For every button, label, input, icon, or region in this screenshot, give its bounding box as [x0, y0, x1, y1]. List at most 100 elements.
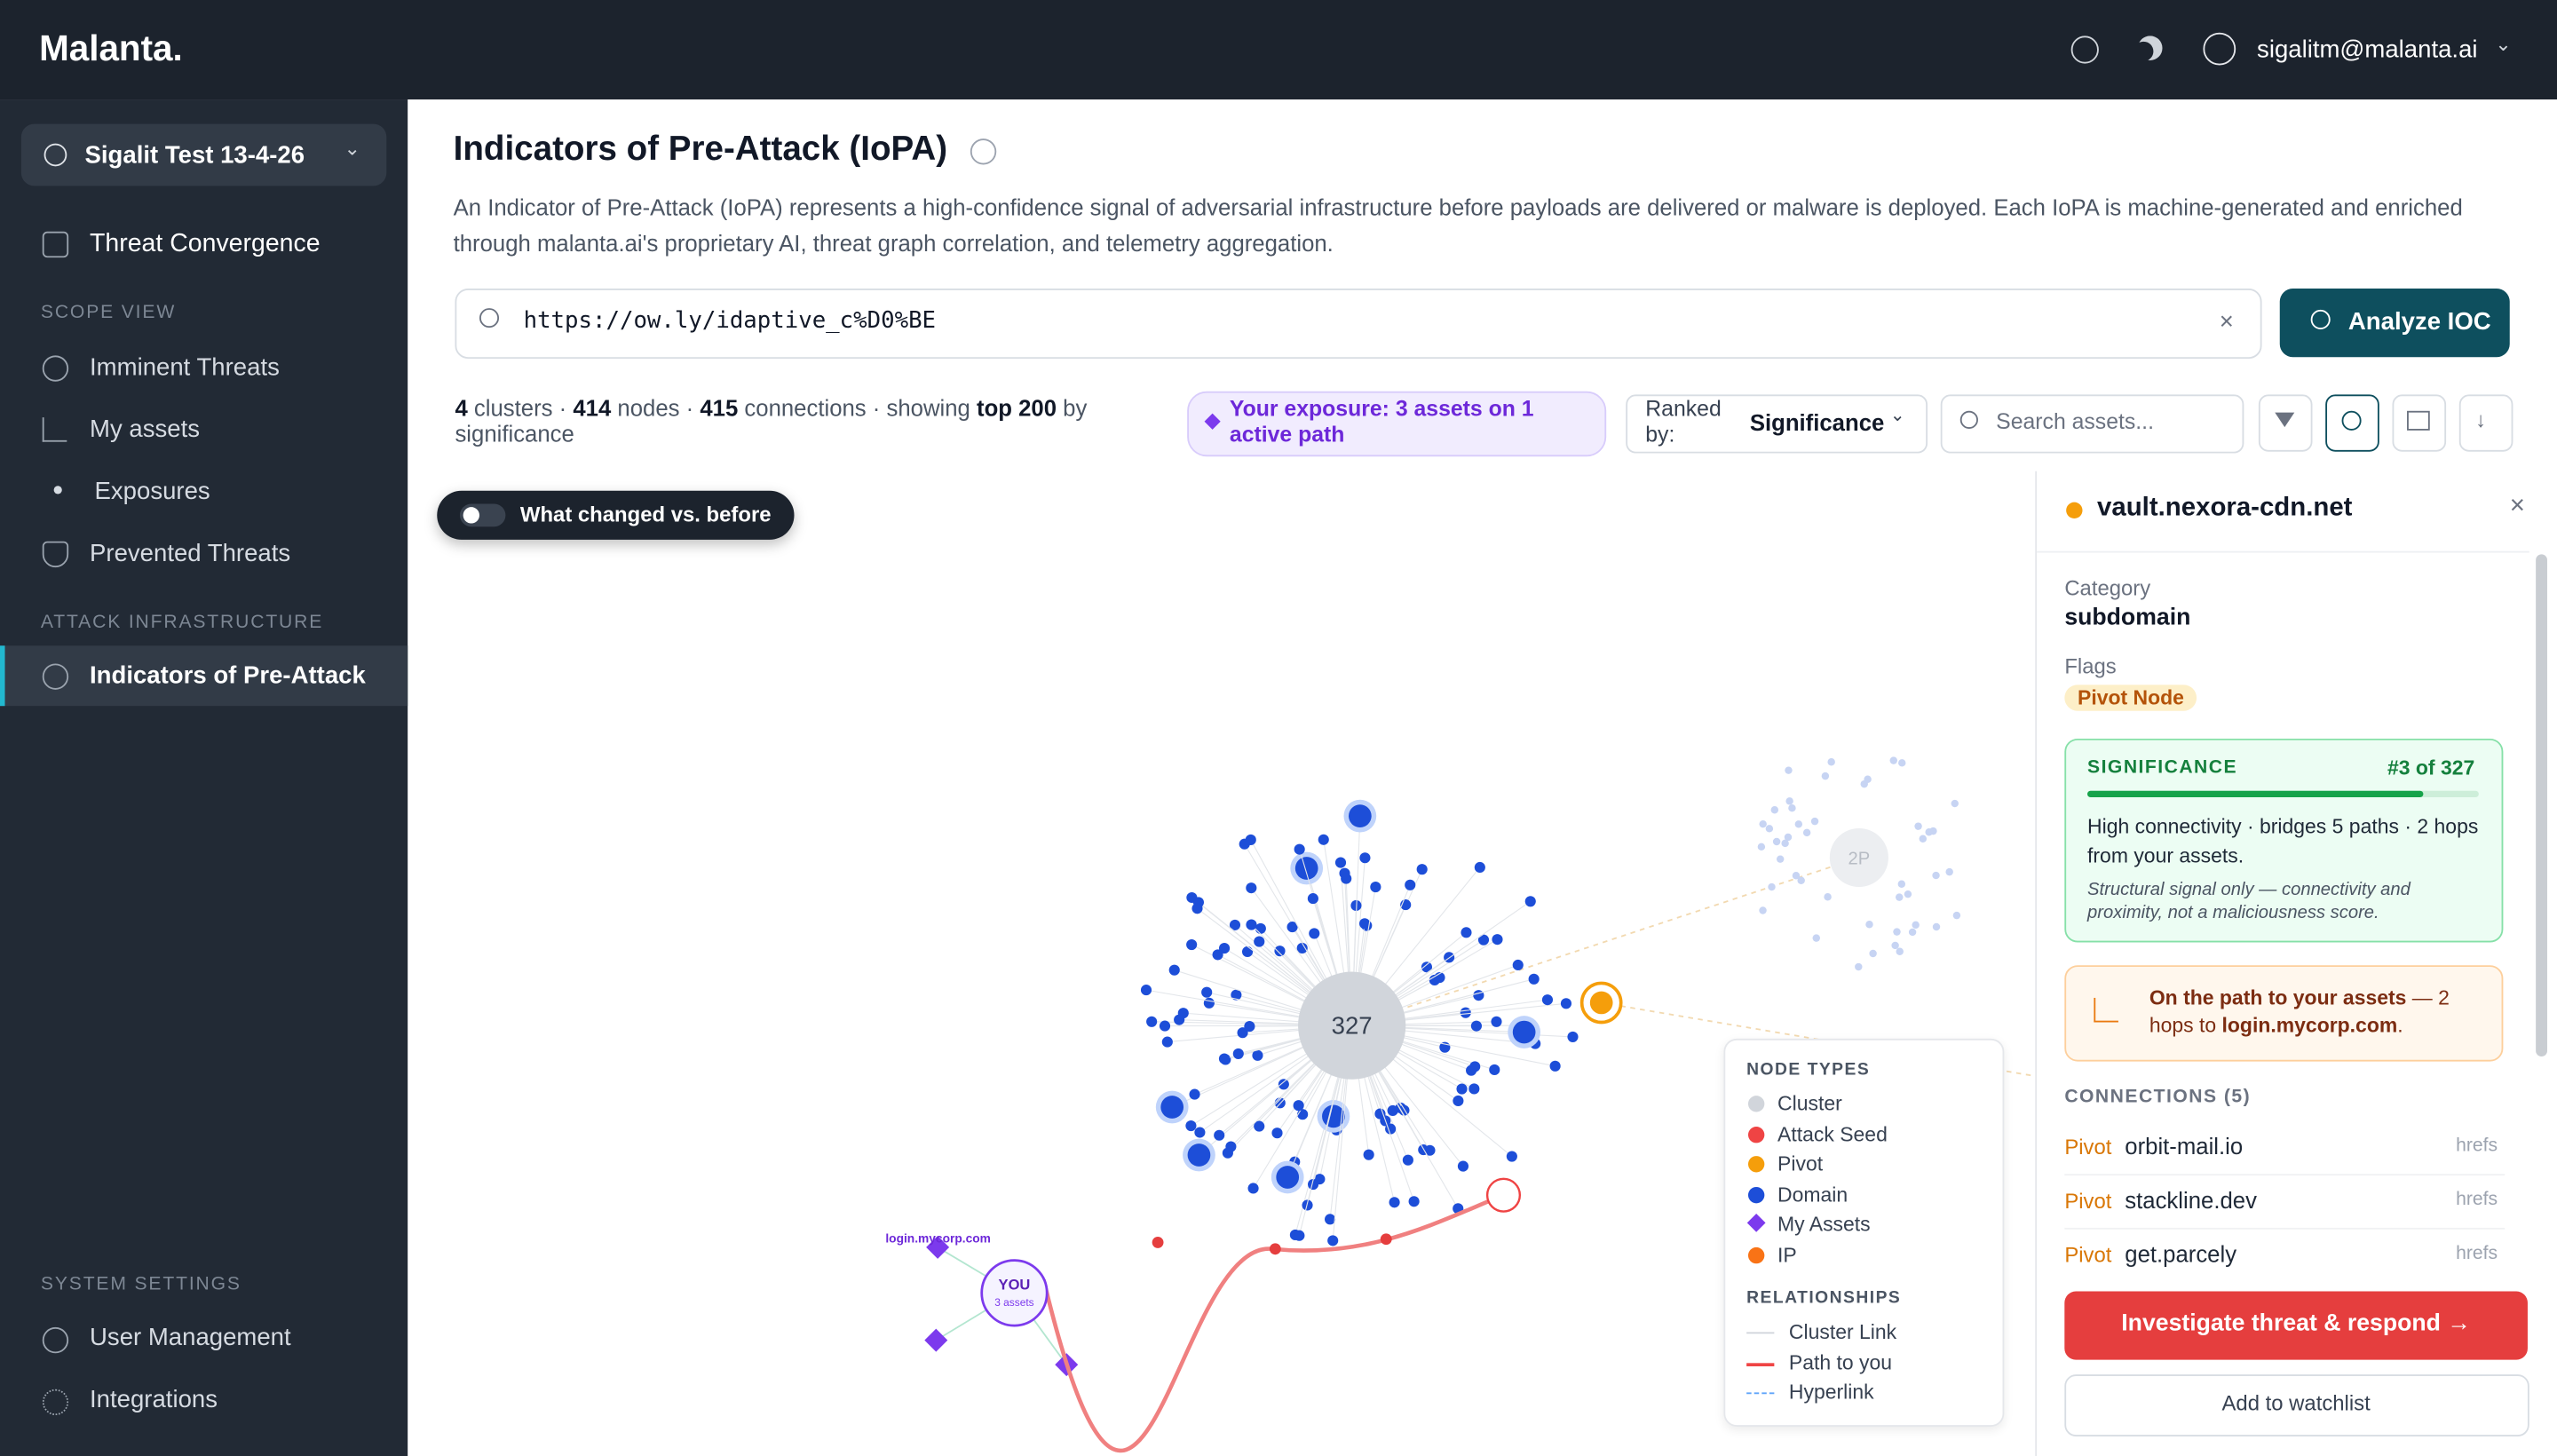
nav-active-bar	[0, 645, 5, 707]
nav-item[interactable]: Prevented Threats	[90, 539, 291, 568]
domain-node	[1278, 1079, 1289, 1090]
watchlist-button[interactable]	[2064, 1374, 2529, 1436]
domain-node	[1387, 1104, 1398, 1117]
exposure-text[interactable]: Your exposure: 3 assets on 1 active path	[1229, 396, 1534, 447]
legend-swatch	[1747, 1186, 1765, 1203]
domain-node	[1389, 1197, 1400, 1208]
sidebar	[0, 99, 408, 1456]
domain-node	[1363, 1149, 1374, 1160]
search-input[interactable]: https://ow.ly/idaptive_c%D0%BE	[523, 308, 937, 335]
domain-node	[1186, 938, 1198, 951]
domain-node	[1194, 1127, 1206, 1138]
text-segment: by significance	[455, 394, 1088, 447]
domain-node	[1255, 922, 1266, 934]
connection-name[interactable]: get.parcely	[2125, 1240, 2237, 1267]
divider	[2064, 1174, 2506, 1176]
domain-node	[1889, 756, 1898, 764]
search-icon	[479, 308, 500, 328]
text-segment: On the path to your assets	[2149, 986, 2407, 1009]
connection-name[interactable]: stackline.dev	[2125, 1186, 2257, 1214]
legend-label: My Assets	[1777, 1214, 1871, 1237]
close-button[interactable]: ×	[2509, 492, 2525, 520]
nav-icon	[42, 1326, 69, 1354]
domain-node	[1457, 1160, 1469, 1172]
table-view-button[interactable]	[2392, 394, 2447, 452]
clear-button[interactable]: ×	[2219, 308, 2234, 336]
nav-section: SYSTEM SETTINGS	[40, 1275, 241, 1295]
help-icon[interactable]	[970, 138, 997, 165]
nav-item[interactable]: My assets	[90, 415, 201, 444]
domain-node	[1512, 1020, 1536, 1044]
domain-node	[1824, 893, 1832, 901]
domain-node	[1274, 946, 1286, 957]
legend-label: IP	[1777, 1244, 1797, 1267]
investigate-button[interactable]	[2064, 1291, 2528, 1360]
domain-node	[1374, 1108, 1386, 1120]
user-email[interactable]: sigalitm@malanta.ai	[2257, 36, 2478, 64]
domain-node	[1161, 1036, 1173, 1048]
rank-value[interactable]: Significance	[1749, 408, 1885, 436]
investigate-label[interactable]: Investigate threat & respond →	[2121, 1310, 2471, 1337]
text-segment: .	[2397, 1014, 2403, 1038]
nav-item[interactable]: Exposures	[94, 478, 210, 506]
page-description: An Indicator of Pre-Attack (IoPA) repres…	[453, 194, 2463, 257]
nav-icon	[42, 355, 69, 382]
nav-item[interactable]: Threat Convergence	[90, 229, 321, 258]
connection-type: Pivot	[2064, 1188, 2112, 1214]
domain-node	[1869, 949, 1877, 958]
asset-node	[924, 1328, 948, 1352]
domain-node	[1914, 822, 1922, 830]
download-button[interactable]	[2458, 394, 2513, 452]
help-icon[interactable]	[2070, 36, 2099, 64]
logo[interactable]: Malanta.	[39, 28, 183, 69]
domain-node	[1904, 890, 1912, 898]
avatar[interactable]	[2203, 32, 2236, 66]
workspace-name[interactable]: Sigalit Test 13-4-26	[84, 141, 305, 170]
legend-label: Pivot	[1777, 1152, 1824, 1176]
domain-node	[1402, 1154, 1413, 1166]
domain-node	[1560, 998, 1572, 1009]
domain-node	[1294, 843, 1305, 855]
domain-node	[1318, 834, 1329, 845]
domain-node	[1160, 1096, 1184, 1119]
investigate-text[interactable]: Investigate threat & respond	[2121, 1310, 2441, 1337]
domain-node	[1408, 1196, 1420, 1207]
domain-node	[1788, 803, 1796, 812]
rank-dropdown[interactable]	[1626, 394, 1928, 454]
workspace-select[interactable]	[20, 123, 387, 186]
nav-item[interactable]: Indicators of Pre-Attack	[90, 661, 366, 690]
domain-node	[1370, 882, 1381, 893]
domain-node	[1784, 833, 1793, 842]
text-segment: login.mycorp.com	[2221, 1014, 2398, 1038]
exposure-pill[interactable]	[1187, 391, 1607, 457]
legend-label: Attack Seed	[1777, 1122, 1888, 1146]
domain-node	[1231, 989, 1242, 1001]
field-label: Category	[2064, 575, 2151, 600]
asset-search-placeholder[interactable]: Search assets...	[1996, 408, 2154, 434]
nav-item[interactable]: Imminent Threats	[90, 353, 280, 382]
connection-name[interactable]: orbit-mail.io	[2125, 1133, 2244, 1159]
domain-node	[1897, 880, 1906, 888]
legend-swatch	[1747, 1156, 1765, 1173]
search-box[interactable]	[455, 289, 2262, 360]
theme-icon[interactable]	[2138, 36, 2163, 60]
domain-node	[1246, 919, 1257, 930]
domain-node	[1244, 1021, 1255, 1033]
domain-node	[1341, 873, 1352, 884]
nav-item[interactable]: User Management	[90, 1324, 291, 1352]
legend-label: Cluster	[1777, 1092, 1842, 1116]
nav-item[interactable]: Integrations	[90, 1386, 218, 1414]
watchlist-label[interactable]: Add to watchlist	[2221, 1390, 2371, 1416]
nav-section: ATTACK INFRASTRUCTURE	[40, 613, 324, 633]
analyze-label[interactable]: Analyze IOC	[2347, 308, 2491, 336]
stats: 4 clusters · 414 nodes · 415 connections…	[455, 394, 1139, 447]
asset-search[interactable]	[1940, 394, 2244, 454]
domain-node	[1945, 867, 1953, 876]
domain-node	[1912, 921, 1920, 930]
toggle-label[interactable]: What changed vs. before	[519, 502, 772, 527]
panel-title: vault.nexora-cdn.net	[2097, 494, 2353, 522]
connections-title: CONNECTIONS (5)	[2064, 1087, 2252, 1107]
domain-node	[1334, 857, 1347, 868]
domain-node	[1794, 820, 1803, 828]
